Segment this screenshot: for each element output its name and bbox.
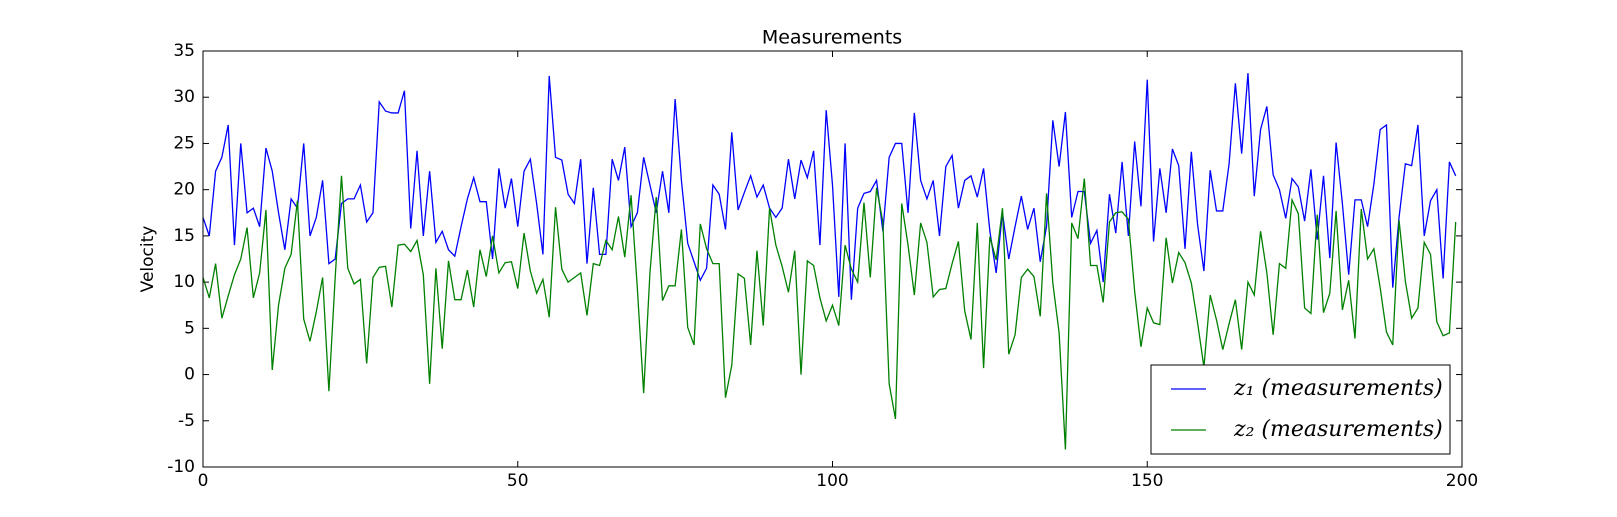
y-tick-label: 20	[173, 180, 195, 200]
y-axis-label: Velocity	[138, 226, 158, 293]
x-tick-label: 100	[816, 471, 848, 491]
x-tick-label: 200	[1446, 471, 1478, 491]
legend: z₁ (measurements) z₂ (measurements)	[1150, 364, 1451, 455]
x-tick-label: 150	[1131, 471, 1163, 491]
series-line	[202, 175, 1457, 450]
series-line	[202, 73, 1457, 300]
y-tick-label: -5	[178, 411, 195, 431]
plot-frame	[202, 50, 1463, 468]
y-tick-label: 0	[184, 365, 195, 385]
legend-label: z₁ (measurements)	[1233, 376, 1443, 401]
y-tick-label: 35	[173, 41, 195, 61]
legend-label: z₂ (measurements)	[1233, 417, 1443, 442]
x-tick-label: 50	[507, 471, 529, 491]
y-tick-label: 10	[173, 272, 195, 292]
y-tick-label: 25	[173, 133, 195, 153]
legend-box	[1150, 364, 1451, 455]
x-tick-label: 0	[198, 471, 209, 491]
y-tick-label: -10	[167, 457, 195, 477]
y-tick-label: 30	[173, 87, 195, 107]
y-tick-label: 15	[173, 226, 195, 246]
y-tick-label: 5	[184, 318, 195, 338]
chart-title: Measurements	[762, 27, 902, 49]
